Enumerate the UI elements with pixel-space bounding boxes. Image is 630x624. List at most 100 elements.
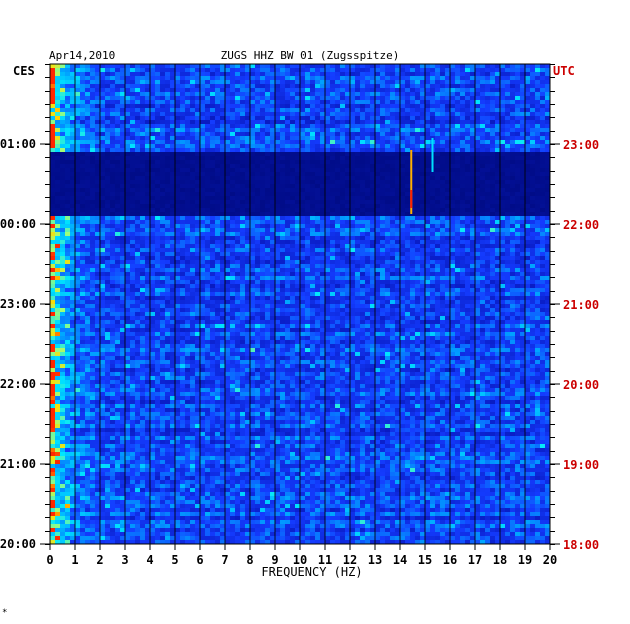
spectrogram-cell — [175, 92, 180, 96]
spectrogram-cell — [355, 216, 360, 220]
spectrogram-cell — [175, 136, 180, 140]
spectrogram-cell — [50, 104, 55, 108]
spectrogram-cell — [345, 136, 350, 140]
spectrogram-cell — [480, 128, 485, 132]
spectrogram-cell — [55, 136, 60, 140]
spectrogram-cell — [425, 244, 430, 248]
spectrogram-cell — [375, 260, 380, 264]
spectrogram-cell — [255, 140, 260, 144]
spectrogram-cell — [310, 160, 315, 164]
spectrogram-cell — [235, 152, 240, 156]
spectrogram-cell — [510, 208, 515, 212]
spectrogram-cell — [260, 172, 265, 176]
spectrogram-cell — [235, 176, 240, 180]
spectrogram-cell — [190, 136, 195, 140]
spectrogram-cell — [310, 112, 315, 116]
spectrogram-cell — [240, 88, 245, 92]
spectrogram-cell — [525, 228, 530, 232]
spectrogram-cell — [55, 228, 60, 232]
spectrogram-cell — [450, 84, 455, 88]
spectrogram-cell — [485, 68, 490, 72]
spectrogram-cell — [120, 124, 125, 128]
spectrogram-cell — [290, 256, 295, 260]
spectrogram-cell — [345, 240, 350, 244]
spectrogram-cell — [55, 180, 60, 184]
spectrogram-cell — [155, 200, 160, 204]
spectrogram-cell — [270, 180, 275, 184]
spectrogram-cell — [260, 100, 265, 104]
spectrogram-cell — [230, 216, 235, 220]
spectrogram-cell — [340, 72, 345, 76]
spectrogram-cell — [505, 108, 510, 112]
spectrogram-cell — [525, 252, 530, 256]
spectrogram-cell — [210, 92, 215, 96]
spectrogram-cell — [390, 84, 395, 88]
spectrogram-cell — [300, 148, 305, 152]
spectrogram-cell — [270, 184, 275, 188]
spectrogram-cell — [375, 184, 380, 188]
spectrogram-cell — [165, 68, 170, 72]
spectrogram-cell — [470, 184, 475, 188]
spectrogram-cell — [120, 164, 125, 168]
spectrogram-cell — [70, 168, 75, 172]
spectrogram-cell — [245, 136, 250, 140]
spectrogram-cell — [215, 136, 220, 140]
spectrogram-cell — [115, 72, 120, 76]
spectrogram-cell — [220, 236, 225, 240]
spectrogram-cell — [135, 104, 140, 108]
spectrogram-cell — [290, 260, 295, 264]
spectrogram-cell — [335, 68, 340, 72]
spectrogram-cell — [500, 204, 505, 208]
spectrogram-cell — [240, 68, 245, 72]
spectrogram-cell — [120, 184, 125, 188]
spectrogram-cell — [110, 176, 115, 180]
spectrogram-cell — [535, 100, 540, 104]
spectrogram-cell — [460, 256, 465, 260]
spectrogram-cell — [345, 200, 350, 204]
spectrogram-cell — [150, 172, 155, 176]
spectrogram-cell — [235, 136, 240, 140]
spectrogram-cell — [115, 188, 120, 192]
spectrogram-cell — [105, 76, 110, 80]
spectrogram-cell — [310, 148, 315, 152]
spectrogram-cell — [385, 108, 390, 112]
spectrogram-cell — [50, 64, 55, 68]
spectrogram-cell — [405, 116, 410, 120]
spectrogram-cell — [65, 260, 70, 264]
spectrogram-cell — [470, 236, 475, 240]
spectrogram-cell — [440, 112, 445, 116]
spectrogram-cell — [65, 244, 70, 248]
spectrogram-cell — [545, 160, 550, 164]
spectrogram-cell — [270, 68, 275, 72]
spectrogram-cell — [360, 104, 365, 108]
spectrogram-cell — [445, 260, 450, 264]
spectrogram-cell — [140, 104, 145, 108]
spectrogram-cell — [290, 188, 295, 192]
spectrogram-cell — [485, 212, 490, 216]
spectrogram-cell — [250, 84, 255, 88]
spectrogram-cell — [375, 168, 380, 172]
spectrogram-cell — [490, 260, 495, 264]
spectrogram-cell — [215, 156, 220, 160]
spectrogram-cell — [100, 256, 105, 260]
spectrogram-cell — [420, 88, 425, 92]
spectrogram-cell — [390, 244, 395, 248]
spectrogram-cell — [240, 92, 245, 96]
spectrogram-cell — [405, 64, 410, 68]
spectrogram-cell — [80, 140, 85, 144]
spectrogram-cell — [400, 84, 405, 88]
spectrogram-cell — [155, 112, 160, 116]
spectrogram-cell — [270, 80, 275, 84]
spectrogram-cell — [95, 132, 100, 136]
spectrogram-cell — [120, 236, 125, 240]
spectrogram-cell — [210, 196, 215, 200]
spectrogram-cell — [545, 168, 550, 172]
spectrogram-cell — [540, 80, 545, 84]
spectrogram-cell — [225, 96, 230, 100]
spectrogram-cell — [215, 208, 220, 212]
spectrogram-cell — [465, 188, 470, 192]
spectrogram-cell — [355, 160, 360, 164]
spectrogram-cell — [495, 172, 500, 176]
spectrogram-cell — [370, 148, 375, 152]
spectrogram-cell — [435, 128, 440, 132]
